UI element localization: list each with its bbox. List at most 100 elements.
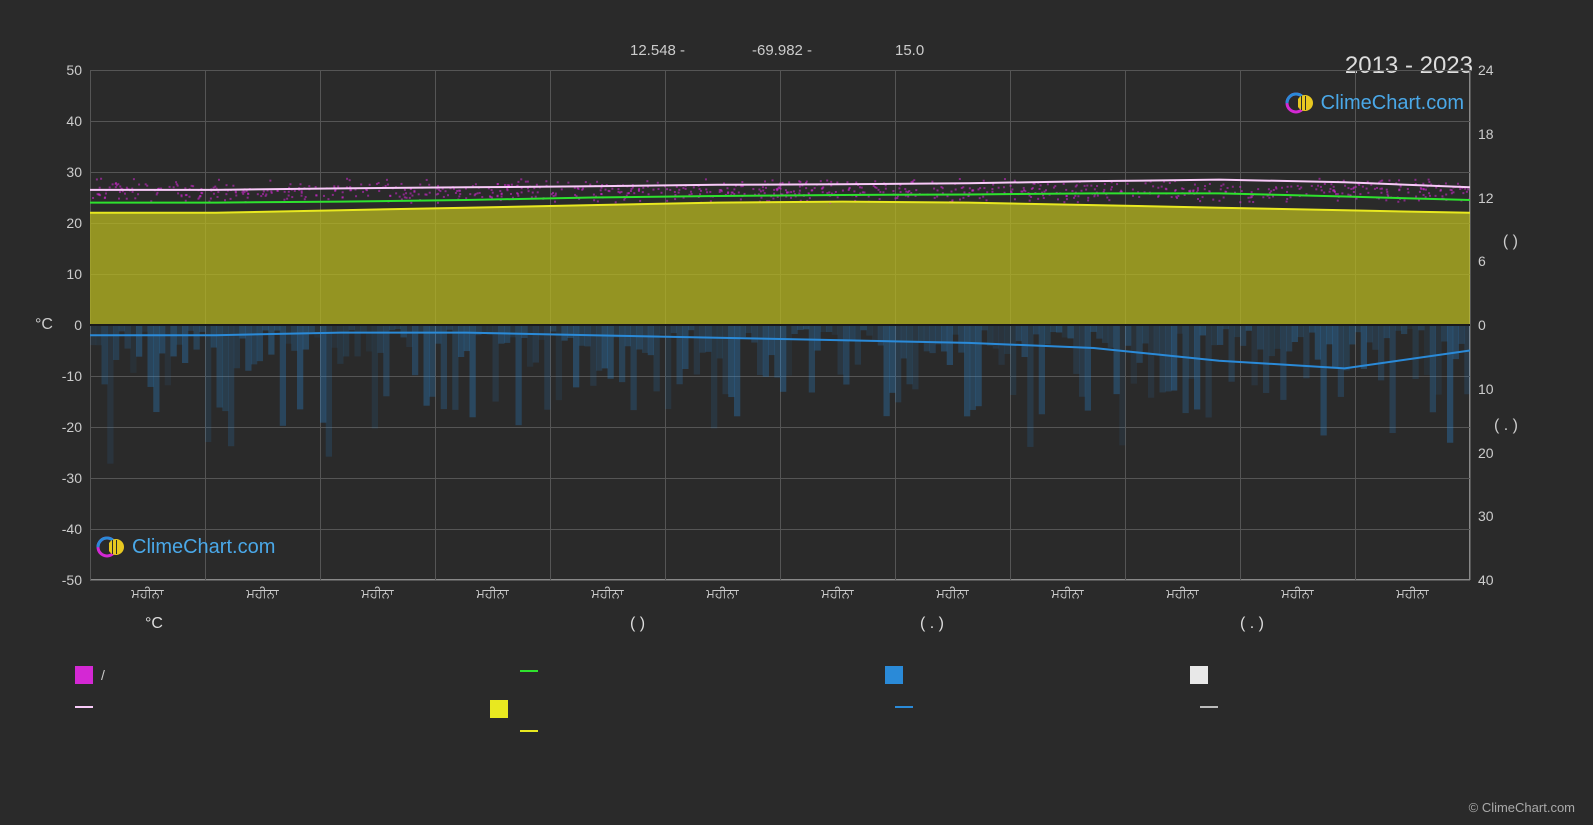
maxtemp-band <box>878 189 880 191</box>
maxtemp-band <box>1093 195 1095 197</box>
maxtemp-band <box>1450 189 1452 191</box>
precip-band <box>878 325 884 345</box>
maxtemp-band <box>706 191 708 193</box>
precip-band <box>1367 325 1373 342</box>
maxtemp-band <box>499 190 501 192</box>
precip-band <box>671 325 677 333</box>
precip-band <box>1108 325 1114 348</box>
precip-band <box>619 325 625 382</box>
legend-item <box>520 670 546 672</box>
maxtemp-band <box>785 189 787 191</box>
maxtemp-band <box>1329 188 1331 190</box>
maxtemp-band <box>1425 189 1427 191</box>
y-left-tick: 0 <box>74 317 82 333</box>
legend-swatch <box>490 700 508 718</box>
precip-band <box>792 325 798 334</box>
maxtemp-band <box>1347 194 1349 196</box>
maxtemp-band <box>169 186 171 188</box>
maxtemp-band <box>175 181 177 183</box>
maxtemp-band <box>492 192 494 194</box>
maxtemp-band <box>940 186 942 188</box>
maxtemp-band <box>1073 197 1075 199</box>
maxtemp-band <box>1108 199 1110 201</box>
maxtemp-band <box>678 189 680 191</box>
legend-item <box>895 706 921 708</box>
maxtemp-band <box>752 188 754 190</box>
maxtemp-band <box>294 190 296 192</box>
maxtemp-band <box>477 192 479 194</box>
precip-band <box>1165 325 1171 391</box>
precip-band <box>947 325 953 365</box>
maxtemp-band <box>1157 187 1159 189</box>
maxtemp-band <box>1429 195 1431 197</box>
precip-band <box>884 325 890 416</box>
maxtemp-band <box>350 189 352 191</box>
maxtemp-band <box>1037 198 1039 200</box>
maxtemp-band <box>1385 199 1387 201</box>
maxtemp-band <box>1212 199 1214 201</box>
maxtemp-band <box>537 191 539 193</box>
maxtemp-band <box>1194 184 1196 186</box>
maxtemp-band <box>1257 188 1259 190</box>
maxtemp-band <box>593 199 595 201</box>
maxtemp-band <box>805 187 807 189</box>
maxtemp-band <box>1380 192 1382 194</box>
maxtemp-band <box>536 184 538 186</box>
maxtemp-band <box>404 196 406 198</box>
header-alt: 15.0 <box>895 42 924 59</box>
maxtemp-band <box>600 193 602 195</box>
maxtemp-band <box>1071 190 1073 192</box>
precip-band <box>964 325 970 416</box>
x-tick: ਮਹੀਨਾ <box>361 586 393 602</box>
maxtemp-band <box>1273 189 1275 191</box>
maxtemp-band <box>577 187 579 189</box>
maxtemp-band <box>744 193 746 195</box>
maxtemp-band <box>1177 195 1179 197</box>
maxtemp-band <box>1388 180 1390 182</box>
precip-band <box>654 325 660 391</box>
maxtemp-band <box>1239 201 1241 203</box>
precip-band <box>383 325 389 396</box>
sun-fill <box>90 202 1470 325</box>
grid-h <box>90 580 1470 581</box>
maxtemp-band <box>406 197 408 199</box>
maxtemp-band <box>1398 179 1400 181</box>
maxtemp-band <box>1420 188 1422 190</box>
maxtemp-band <box>235 194 237 196</box>
precip-band <box>717 325 723 358</box>
maxtemp-band <box>286 198 288 200</box>
maxtemp-band <box>96 178 98 180</box>
maxtemp-band <box>874 186 876 188</box>
precip-band <box>458 325 464 357</box>
maxtemp-band <box>226 184 228 186</box>
maxtemp-band <box>1024 190 1026 192</box>
maxtemp-band <box>669 189 671 191</box>
precip-band <box>826 325 832 332</box>
maxtemp-band <box>217 191 219 193</box>
precip-band <box>924 325 930 351</box>
maxtemp-band <box>180 194 182 196</box>
precip-band <box>297 325 303 409</box>
legend-unit: ( ) <box>630 615 645 633</box>
maxtemp-band <box>1218 200 1220 202</box>
precip-band <box>872 325 878 342</box>
y-right-tick: 10 <box>1478 381 1494 397</box>
maxtemp-band <box>1404 199 1406 201</box>
maxtemp-band <box>1352 187 1354 189</box>
precip-band <box>533 325 539 363</box>
maxtemp-band <box>936 196 938 198</box>
maxtemp-band <box>581 189 583 191</box>
maxtemp-band <box>1045 189 1047 191</box>
maxtemp-band <box>92 197 94 199</box>
precip-band <box>1344 325 1350 370</box>
maxtemp-band <box>983 180 985 182</box>
maxtemp-band <box>882 191 884 193</box>
maxtemp-band <box>300 183 302 185</box>
maxtemp-band <box>1358 184 1360 186</box>
maxtemp-band <box>1197 198 1199 200</box>
precip-band <box>1275 325 1281 349</box>
y-left-tick: -20 <box>62 419 82 435</box>
maxtemp-band <box>304 198 306 200</box>
maxtemp-band <box>289 183 291 185</box>
maxtemp-band <box>1204 185 1206 187</box>
